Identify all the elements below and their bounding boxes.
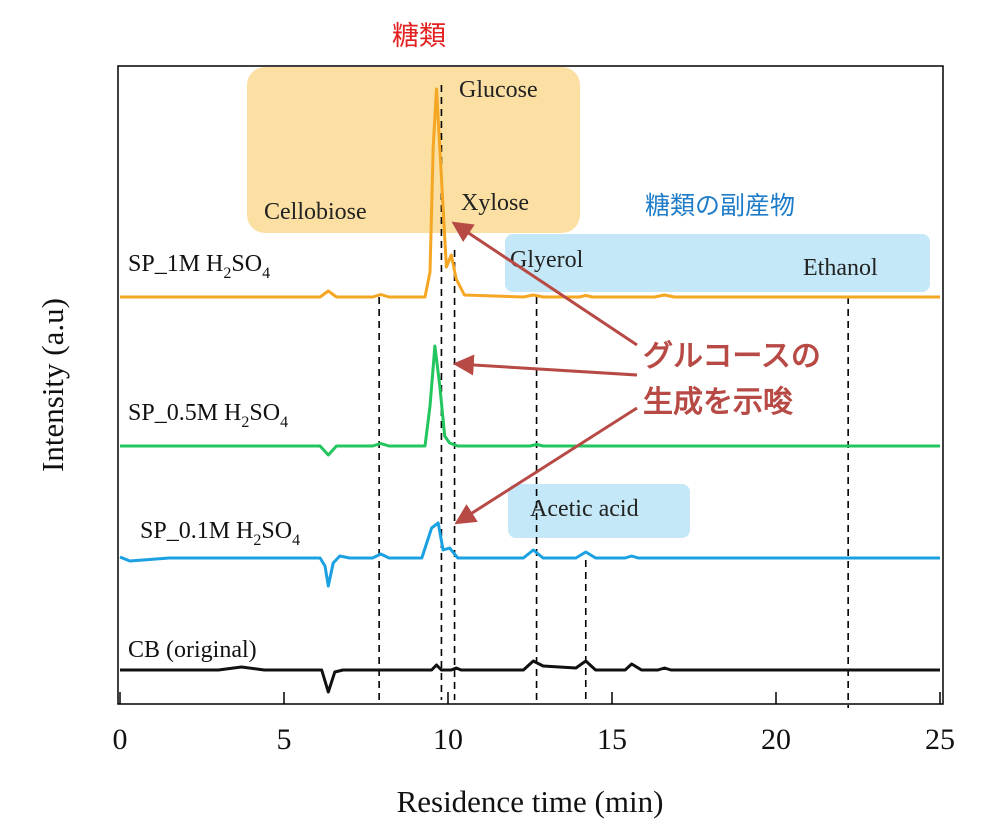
annotation-arrow-1m <box>451 221 638 347</box>
annotation-arrow-01m <box>454 406 638 525</box>
x-axis-title: Residence time (min) <box>397 784 664 819</box>
x-tick-label: 0 <box>113 723 128 756</box>
acetic-acid-highlight-box <box>508 484 690 538</box>
x-tick-label: 25 <box>925 723 955 756</box>
byproducts-title: 糖類の副産物 <box>645 191 795 220</box>
annotation-glucose-line2: 生成を示唆 <box>643 385 794 420</box>
sugars-title: 糖類 <box>392 21 446 52</box>
series-line-sp01m <box>119 521 940 588</box>
x-axis: 0 5 10 15 20 25 <box>113 692 955 756</box>
series-label-sp-1m: SP_1M H2SO4 <box>128 251 270 282</box>
peak-label-cellobiose: Cellobiose <box>264 199 367 225</box>
plot-frame <box>117 65 944 705</box>
x-tick-label: 10 <box>433 723 463 756</box>
x-tick-label: 20 <box>761 723 791 756</box>
peak-label-glucose: Glucose <box>459 77 538 103</box>
y-axis-title: Intensity (a.u) <box>35 298 70 472</box>
series-layer <box>119 87 940 694</box>
series-label-cb: CB (original) <box>128 637 257 663</box>
annotation-glucose-line1: グルコースの <box>643 339 821 374</box>
series-line-sp1m <box>120 87 940 299</box>
sugars-highlight-box <box>247 67 580 233</box>
series-line-cb <box>120 659 940 694</box>
peak-label-xylose: Xylose <box>461 190 529 216</box>
byproducts-highlight-box <box>505 234 930 292</box>
series-label-sp-01m: SP_0.1M H2SO4 <box>140 518 300 549</box>
peak-label-acetic-acid: Acetic acid <box>530 496 639 522</box>
x-tick-label: 5 <box>277 723 292 756</box>
series-line-sp05m <box>120 344 940 457</box>
x-tick-label: 15 <box>597 723 627 756</box>
series-label-sp-05m: SP_0.5M H2SO4 <box>128 400 288 431</box>
annotation-arrow-05m <box>452 354 638 377</box>
peak-label-ethanol: Ethanol <box>803 255 878 281</box>
